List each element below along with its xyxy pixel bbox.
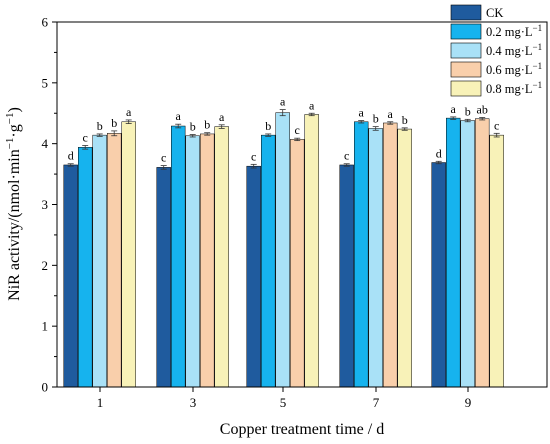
significance-label: b — [402, 113, 408, 127]
legend-swatch-0-8 — [450, 80, 482, 97]
significance-label: b — [111, 116, 117, 130]
legend-label-0-6: 0.6 mg·L−1 — [486, 61, 542, 77]
bar — [185, 135, 200, 388]
significance-label: c — [494, 118, 499, 132]
significance-label: c — [161, 151, 166, 165]
legend-swatch-0-2 — [450, 23, 482, 40]
significance-label: b — [465, 104, 471, 118]
significance-label: b — [97, 119, 103, 133]
bar — [107, 133, 122, 388]
legend: CK 0.2 mg·L−1 0.4 mg·L−1 0.6 mg·L−1 0.8 … — [450, 4, 542, 97]
legend-item-0-6: 0.6 mg·L−1 — [450, 61, 542, 78]
y-tick-label: 4 — [42, 136, 49, 151]
y-axis: 0 1 2 3 4 5 6 — [42, 15, 57, 395]
bar — [431, 162, 446, 388]
significance-label: d — [436, 146, 442, 160]
significance-label: c — [83, 130, 88, 144]
bar — [460, 120, 475, 388]
bar — [246, 165, 261, 388]
legend-label-ck: CK — [486, 6, 503, 20]
significance-label: a — [309, 98, 315, 112]
legend-label-0-2: 0.2 mg·L−1 — [486, 23, 542, 39]
bar — [446, 117, 461, 388]
y-tick-label: 2 — [42, 258, 49, 273]
bar — [200, 133, 215, 388]
bar — [383, 122, 398, 388]
significance-label: a — [359, 106, 365, 120]
significance-label: a — [280, 95, 286, 109]
x-tick-label: 1 — [97, 395, 104, 410]
significance-label: ab — [477, 103, 488, 117]
legend-item-0-2: 0.2 mg·L−1 — [450, 23, 542, 40]
y-axis-title-exp1: −1 — [4, 138, 16, 150]
x-tick-label: 5 — [280, 395, 287, 410]
x-axis-title: Copper treatment time / d — [220, 421, 384, 438]
bar — [156, 167, 171, 388]
bar — [261, 134, 276, 388]
significance-label: a — [219, 110, 225, 124]
y-tick-label: 5 — [42, 75, 49, 90]
bar — [63, 164, 78, 388]
y-tick-label: 6 — [42, 15, 49, 30]
x-tick-label: 3 — [190, 395, 197, 410]
bar — [304, 114, 319, 388]
significance-label: c — [251, 149, 256, 163]
legend-item-0-4: 0.4 mg·L−1 — [450, 42, 542, 59]
bar — [339, 164, 354, 388]
significance-label: c — [344, 149, 349, 163]
bar — [121, 121, 136, 388]
significance-label: a — [388, 107, 394, 121]
error-bars-layer — [67, 109, 500, 170]
bar — [78, 147, 93, 388]
significance-label: b — [265, 119, 271, 133]
y-axis-title-main: NiR activity/(nmol·min — [6, 149, 23, 301]
bar — [368, 128, 383, 388]
bar — [397, 128, 412, 388]
bar — [171, 125, 186, 388]
bar — [214, 126, 229, 388]
y-axis-title-end: ) — [6, 107, 23, 112]
y-tick-label: 0 — [42, 380, 49, 395]
bar — [275, 112, 290, 388]
legend-swatch-0-6 — [450, 61, 482, 78]
bars-layer — [63, 112, 504, 388]
significance-label: a — [176, 109, 182, 123]
y-axis-title-mid: ·g — [6, 124, 23, 137]
significance-label: c — [295, 123, 300, 137]
bar — [354, 121, 369, 388]
bar — [92, 134, 107, 388]
x-axis: 1 3 5 7 9 — [97, 387, 472, 410]
legend-swatch-0-4 — [450, 42, 482, 59]
significance-label: d — [68, 149, 74, 163]
bar — [475, 118, 490, 388]
y-axis-title-exp2: −1 — [4, 113, 16, 125]
legend-item-0-8: 0.8 mg·L−1 — [450, 80, 542, 97]
significance-label: b — [204, 118, 210, 132]
legend-swatch-ck — [450, 4, 482, 21]
significance-label: a — [451, 102, 457, 116]
x-tick-label: 9 — [465, 395, 472, 410]
significance-label: b — [190, 120, 196, 134]
legend-item-ck: CK — [450, 4, 503, 21]
y-tick-label: 3 — [42, 197, 49, 212]
significance-label: a — [126, 105, 132, 119]
y-axis-title: NiR activity/(nmol·min−1·g−1) — [4, 107, 23, 301]
bar — [290, 139, 305, 388]
legend-label-0-8: 0.8 mg·L−1 — [486, 80, 542, 96]
significance-label: b — [373, 112, 379, 126]
y-tick-label: 1 — [42, 319, 49, 334]
bar — [489, 134, 504, 388]
legend-label-0-4: 0.4 mg·L−1 — [486, 42, 542, 58]
x-tick-label: 7 — [373, 395, 380, 410]
